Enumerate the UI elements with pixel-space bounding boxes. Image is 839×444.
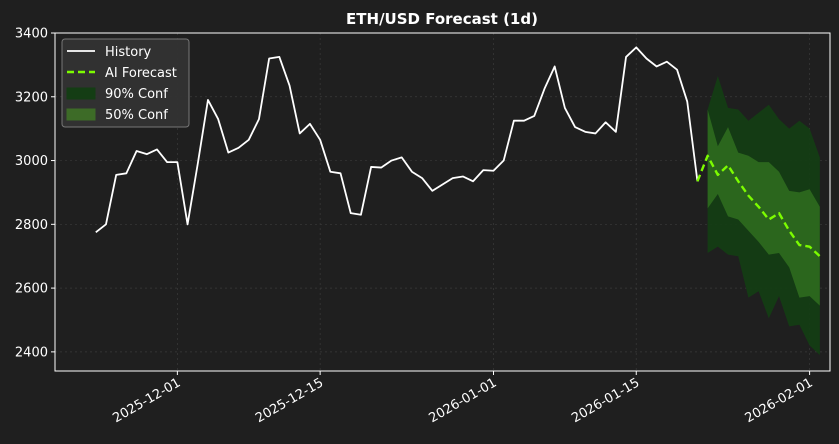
- band-50-conf: [707, 109, 820, 306]
- forecast-line: [696, 154, 821, 258]
- y-tick-label: 2600: [15, 282, 48, 297]
- y-tick-label: 3000: [15, 154, 48, 169]
- legend-label: AI Forecast: [105, 66, 177, 81]
- legend-swatch: [66, 108, 96, 121]
- y-tick-label: 2400: [15, 345, 48, 360]
- y-tick-label: 3400: [15, 27, 48, 42]
- y-tick-label: 3200: [15, 90, 48, 105]
- y-tick-label: 2800: [15, 218, 48, 233]
- legend-label: History: [105, 45, 152, 60]
- legend: History AI Forecast 90% Conf 50% Conf: [61, 38, 190, 128]
- plot-frame: [54, 32, 831, 372]
- confidence-bands: [707, 76, 820, 356]
- history-line: [95, 46, 699, 234]
- legend-label: 50% Conf: [105, 108, 168, 123]
- legend-label: 90% Conf: [105, 87, 168, 102]
- series-lines: [95, 46, 821, 258]
- chart-title: ETH/USD Forecast (1d): [346, 10, 538, 28]
- legend-swatch: [66, 87, 96, 100]
- legend-box: [61, 38, 190, 128]
